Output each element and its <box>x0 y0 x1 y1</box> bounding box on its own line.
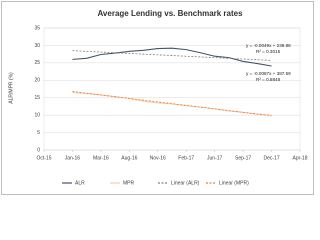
x-tick-label: Sep-17 <box>235 155 251 161</box>
x-tick-label: Aug-16 <box>121 155 137 161</box>
x-tick-label: Jun-17 <box>207 155 223 161</box>
y-tick-label: 0 <box>37 147 40 153</box>
chart: Average Lending vs. Benchmark rates ALR/… <box>1 1 314 195</box>
x-tick-label: Jan-16 <box>65 155 81 161</box>
x-tick-label: Mar-16 <box>93 155 109 161</box>
x-tick-label: Feb-17 <box>178 155 194 161</box>
annotation: R² = 0.8848 <box>256 77 281 82</box>
series-line <box>72 47 272 67</box>
x-tick-label: Apr-18 <box>292 155 307 161</box>
chart-title: Average Lending vs. Benchmark rates <box>97 9 243 18</box>
y-tick-label: 35 <box>34 25 40 31</box>
trend-line <box>72 50 272 61</box>
trend-line <box>72 91 272 117</box>
chart-frame <box>1 1 314 195</box>
legend-label: MPR <box>123 180 135 186</box>
y-tick-label: 15 <box>34 95 40 101</box>
page: {"chart_data": {"type": "line", "title":… <box>1 1 314 195</box>
y-tick-label: 5 <box>37 130 40 136</box>
x-tick-label: Oct-15 <box>36 155 51 161</box>
annotation: R² = 0.3015 <box>256 49 281 54</box>
y-tick-label: 30 <box>34 43 40 49</box>
annotation: y = -0.0049x + 239.88 <box>246 43 291 48</box>
annotation: y = -0.0087x + 387.59 <box>246 71 291 76</box>
y-tick-label: 10 <box>34 112 40 118</box>
legend-label: Linear (MPR) <box>219 180 249 186</box>
x-tick-label: Dec-17 <box>263 155 279 161</box>
x-tick-label: Nov-16 <box>150 155 166 161</box>
legend-label: Linear (ALR) <box>171 180 200 186</box>
y-tick-label: 25 <box>34 60 40 66</box>
y-axis-title: ALR/MPR (%) <box>8 72 14 104</box>
y-tick-label: 20 <box>34 78 40 84</box>
legend-label: ALR <box>75 180 85 186</box>
